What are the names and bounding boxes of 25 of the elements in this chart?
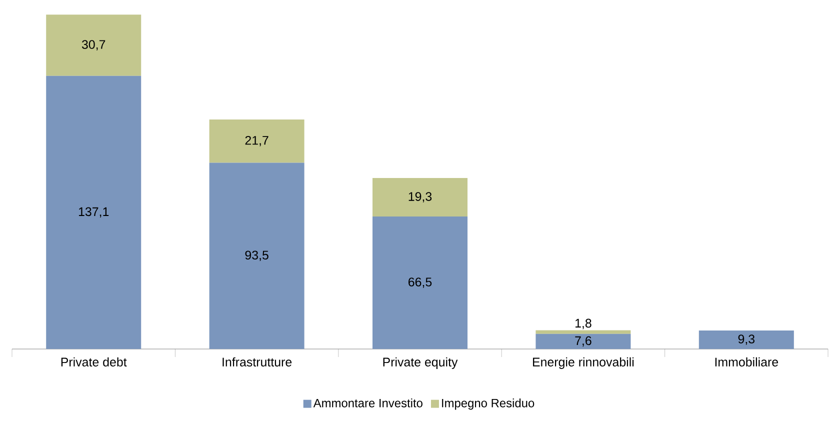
data-label: 137,1 <box>78 207 109 218</box>
x-tick-label: Energie rinnovabili <box>532 357 634 369</box>
x-tick-label: Infrastrutture <box>222 357 292 366</box>
bar <box>372 178 468 217</box>
bar <box>209 162 304 349</box>
data-label: 21,7 <box>245 136 268 146</box>
x-tick-label: Immobiliare <box>715 357 778 366</box>
data-label: 7,6 <box>575 336 592 347</box>
data-label: 9,3 <box>738 334 755 345</box>
data-label: 66,5 <box>408 278 432 288</box>
bar <box>46 76 142 349</box>
data-label: 93,5 <box>245 250 268 261</box>
bar <box>536 330 631 334</box>
bar <box>536 334 631 349</box>
x-tick-label: Private debt <box>61 357 127 366</box>
legend-label: Ammontare Investito <box>313 398 422 408</box>
bar <box>372 216 468 349</box>
data-label: 1,8 <box>576 318 592 330</box>
legend-label: Impegno Residuo <box>442 398 534 410</box>
data-label: 19,3 <box>408 192 432 202</box>
bar <box>698 330 794 349</box>
bar <box>46 14 142 76</box>
bar <box>209 119 304 163</box>
x-tick-label: Private equity <box>383 357 458 369</box>
data-label: 30,7 <box>82 40 106 50</box>
